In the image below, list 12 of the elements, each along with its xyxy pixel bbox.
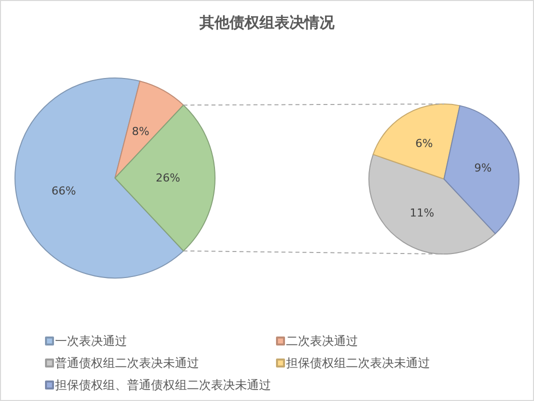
data-label: 9% bbox=[474, 162, 492, 175]
legend-label: 一次表决通过 bbox=[55, 334, 127, 348]
legend-label: 担保债权组、普通债权组二次表决未通过 bbox=[55, 378, 271, 392]
legend-label: 普通债权组二次表决未通过 bbox=[55, 356, 199, 370]
data-label: 8% bbox=[132, 125, 150, 138]
data-label: 6% bbox=[415, 137, 433, 150]
data-label: 11% bbox=[410, 206, 434, 220]
chart-title: 其他债权组表决情况 bbox=[198, 14, 336, 32]
legend-label: 担保债权组二次表决未通过 bbox=[286, 356, 430, 370]
legend-label: 二次表决通过 bbox=[286, 334, 358, 348]
data-label: 26% bbox=[156, 172, 180, 184]
data-label: 66% bbox=[51, 184, 76, 198]
